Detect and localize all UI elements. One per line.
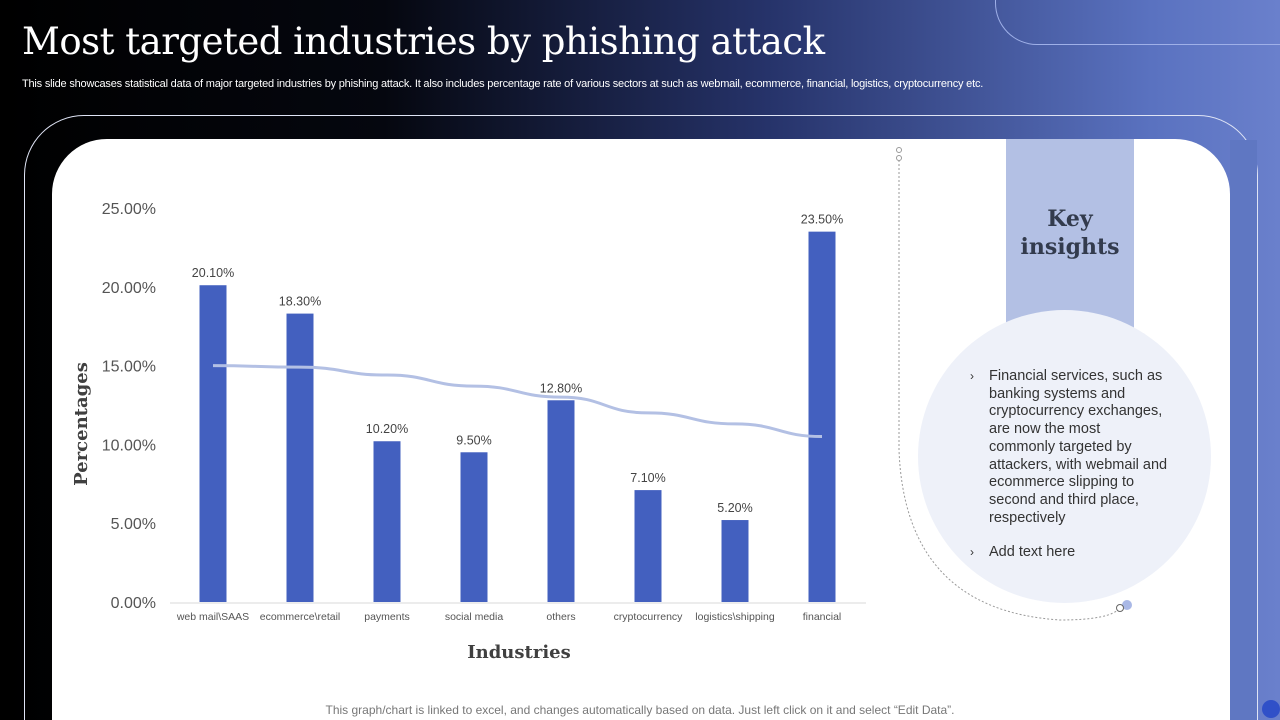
data-label: 7.10% xyxy=(630,471,665,485)
x-tick-label: ecommerce\retail xyxy=(260,611,341,623)
footer-note: This graph/chart is linked to excel, and… xyxy=(325,703,955,717)
insights-list: › Financial services, such as banking sys… xyxy=(970,368,1170,579)
data-label: 12.80% xyxy=(540,381,582,395)
insight-item: › Add text here xyxy=(970,544,1076,561)
data-label: 5.20% xyxy=(717,501,752,515)
data-label: 20.10% xyxy=(192,266,234,280)
bar xyxy=(199,285,227,602)
bar xyxy=(808,231,836,602)
x-tick-label: payments xyxy=(364,611,410,623)
x-tick-label: cryptocurrency xyxy=(614,611,684,623)
x-tick-label: others xyxy=(546,611,575,623)
insights-circle xyxy=(918,310,1211,603)
page-title: Most targeted industries by phishing att… xyxy=(22,20,825,63)
y-tick-label: 15.00% xyxy=(102,359,156,376)
y-tick-label: 0.00% xyxy=(111,595,156,612)
x-tick-label: logistics\shipping xyxy=(695,611,775,623)
data-label: 18.30% xyxy=(279,295,321,309)
bar xyxy=(373,441,401,602)
trendline xyxy=(212,364,823,439)
bar xyxy=(721,520,749,602)
bar xyxy=(460,452,488,602)
key-insights-banner xyxy=(1006,139,1134,339)
decorative-bar xyxy=(1230,140,1257,720)
y-axis-title: Percentages xyxy=(71,362,92,486)
x-tick-label: web mail\SAAS xyxy=(176,611,249,623)
bar xyxy=(547,400,575,602)
dashed-connector xyxy=(898,160,1121,621)
x-tick-label: social media xyxy=(445,611,504,623)
x-axis-title: Industries xyxy=(467,642,571,663)
connector-dot-icon xyxy=(1122,600,1132,610)
key-insights-title: Key insights xyxy=(1020,206,1120,260)
data-label: 10.20% xyxy=(366,422,408,436)
chevron-right-icon: › xyxy=(970,369,974,383)
connector-end-icon xyxy=(1116,604,1124,612)
bar xyxy=(286,313,314,602)
connector-end-icon xyxy=(896,155,902,161)
y-tick-label: 5.00% xyxy=(111,516,156,533)
y-tick-label: 10.00% xyxy=(102,437,156,454)
y-tick-label: 25.00% xyxy=(102,201,156,218)
y-tick-label: 20.00% xyxy=(102,280,156,297)
connector-end-icon xyxy=(896,147,902,153)
chevron-right-icon: › xyxy=(970,545,974,560)
data-label: 23.50% xyxy=(801,213,843,227)
bar xyxy=(634,490,662,602)
x-tick-label: financial xyxy=(803,611,842,623)
decorative-dot xyxy=(1262,700,1280,718)
data-label: 9.50% xyxy=(456,433,491,447)
decorative-frame xyxy=(24,115,1258,720)
page-subtitle: This slide showcases statistical data of… xyxy=(22,78,984,90)
insight-item: › Financial services, such as banking sys… xyxy=(970,368,1168,526)
